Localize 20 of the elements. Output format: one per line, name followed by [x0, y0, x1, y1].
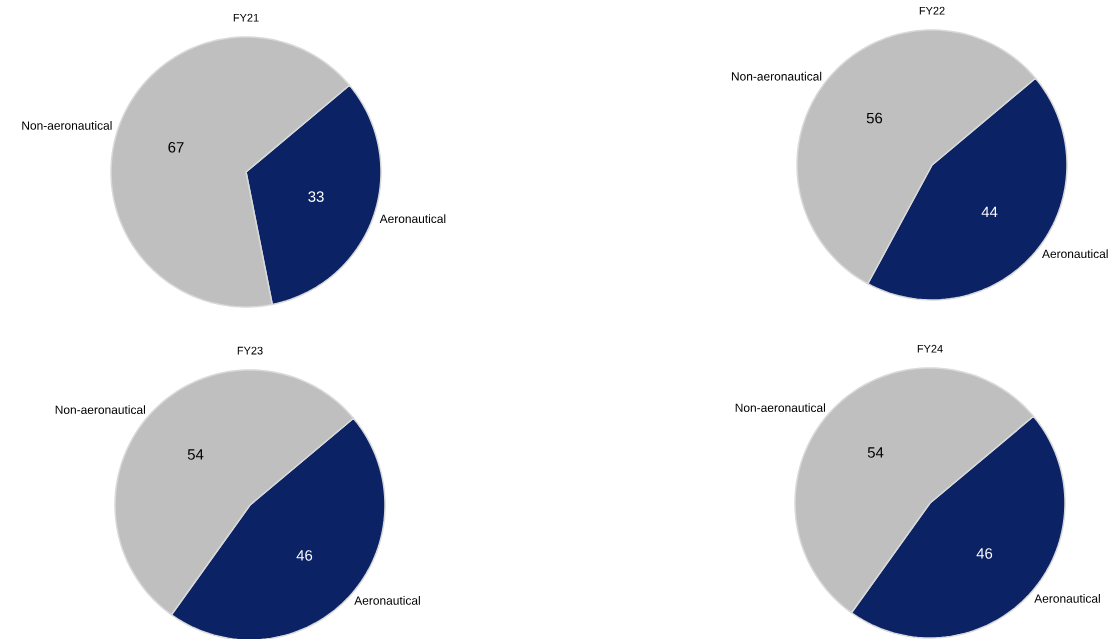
slice-label: Non-aeronautical	[731, 71, 822, 81]
data-label: 44	[981, 206, 998, 218]
slice-label: Non-aeronautical	[22, 120, 112, 130]
slice-label: Aeronautical	[379, 214, 446, 223]
data-label: 54	[867, 447, 884, 458]
slice-label: Aeronautical	[1042, 249, 1108, 259]
data-label: 46	[296, 550, 313, 561]
chart-title: FY23	[237, 346, 263, 355]
slice-label: Non-aeronautical	[55, 405, 145, 414]
data-label: 67	[168, 142, 184, 153]
data-label: 56	[866, 112, 883, 124]
data-label: 33	[308, 191, 324, 202]
slice-label: Non-aeronautical	[735, 403, 825, 412]
slice-label: Aeronautical	[1034, 593, 1100, 603]
slice-label: Aeronautical	[354, 595, 420, 605]
chart-title: FY22	[919, 6, 945, 15]
data-label: 46	[976, 548, 993, 559]
chart-title: FY24	[917, 344, 943, 353]
chart-title: FY21	[233, 13, 259, 22]
data-label: 54	[187, 449, 204, 460]
